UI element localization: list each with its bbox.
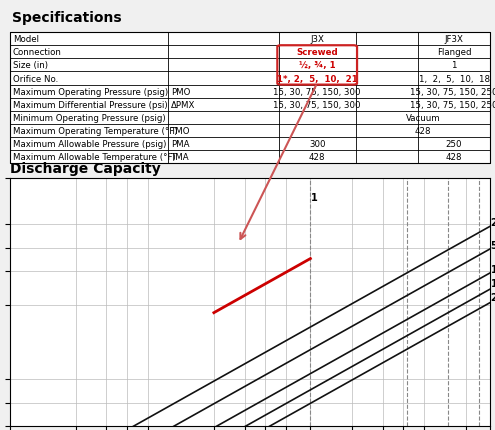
Text: JF3X: JF3X — [445, 35, 463, 44]
Text: Maximum Allowable Temperature (°F): Maximum Allowable Temperature (°F) — [13, 153, 176, 162]
Text: Orifice No.: Orifice No. — [13, 74, 58, 83]
Text: 428: 428 — [309, 153, 325, 162]
Text: 2: 2 — [491, 218, 495, 228]
Text: 300: 300 — [309, 140, 325, 149]
Text: Screwed: Screwed — [297, 48, 338, 57]
Text: 5: 5 — [491, 241, 495, 251]
Text: 15, 30, 75, 150, 300: 15, 30, 75, 150, 300 — [273, 101, 361, 110]
Text: 1,  2,  5,  10,  18: 1, 2, 5, 10, 18 — [419, 74, 490, 83]
Text: Size (in): Size (in) — [13, 61, 48, 70]
Text: 428: 428 — [446, 153, 462, 162]
Text: TMA: TMA — [171, 153, 190, 162]
Text: Maximum Allowable Pressure (psig): Maximum Allowable Pressure (psig) — [13, 140, 166, 149]
Text: 1*, 2,  5,  10,  21: 1*, 2, 5, 10, 21 — [277, 74, 357, 83]
Text: ΔPMX: ΔPMX — [171, 101, 195, 110]
Text: Maximum Operating Pressure (psig): Maximum Operating Pressure (psig) — [13, 87, 168, 96]
Text: Maximum Differential Pressure (psi): Maximum Differential Pressure (psi) — [13, 101, 167, 110]
Text: Vacuum: Vacuum — [405, 114, 440, 123]
Text: PMO: PMO — [171, 87, 190, 96]
Text: Specifications: Specifications — [12, 11, 122, 25]
Text: 18: 18 — [491, 279, 495, 289]
Text: Discharge Capacity: Discharge Capacity — [10, 162, 161, 176]
Text: TMO: TMO — [171, 127, 190, 136]
Text: 10: 10 — [491, 264, 495, 274]
Bar — [10, 33, 490, 164]
Text: 1: 1 — [451, 61, 457, 70]
Text: J3X: J3X — [310, 35, 324, 44]
Text: 15, 30, 75, 150, 300: 15, 30, 75, 150, 300 — [273, 87, 361, 96]
Text: Maximum Operating Temperature (°F): Maximum Operating Temperature (°F) — [13, 127, 177, 136]
Text: 428: 428 — [415, 127, 431, 136]
Text: Minimum Operating Pressure (psig): Minimum Operating Pressure (psig) — [13, 114, 165, 123]
Text: Connection: Connection — [13, 48, 62, 57]
Text: ½, ¾, 1: ½, ¾, 1 — [299, 61, 336, 70]
Text: 1: 1 — [311, 193, 318, 203]
Text: Flanged: Flanged — [437, 48, 471, 57]
Text: PMA: PMA — [171, 140, 189, 149]
Text: 15, 30, 75, 150, 250: 15, 30, 75, 150, 250 — [410, 87, 495, 96]
Text: Model: Model — [13, 35, 39, 44]
Text: 250: 250 — [446, 140, 462, 149]
Text: 15, 30, 75, 150, 250: 15, 30, 75, 150, 250 — [410, 101, 495, 110]
Text: 21: 21 — [491, 292, 495, 302]
